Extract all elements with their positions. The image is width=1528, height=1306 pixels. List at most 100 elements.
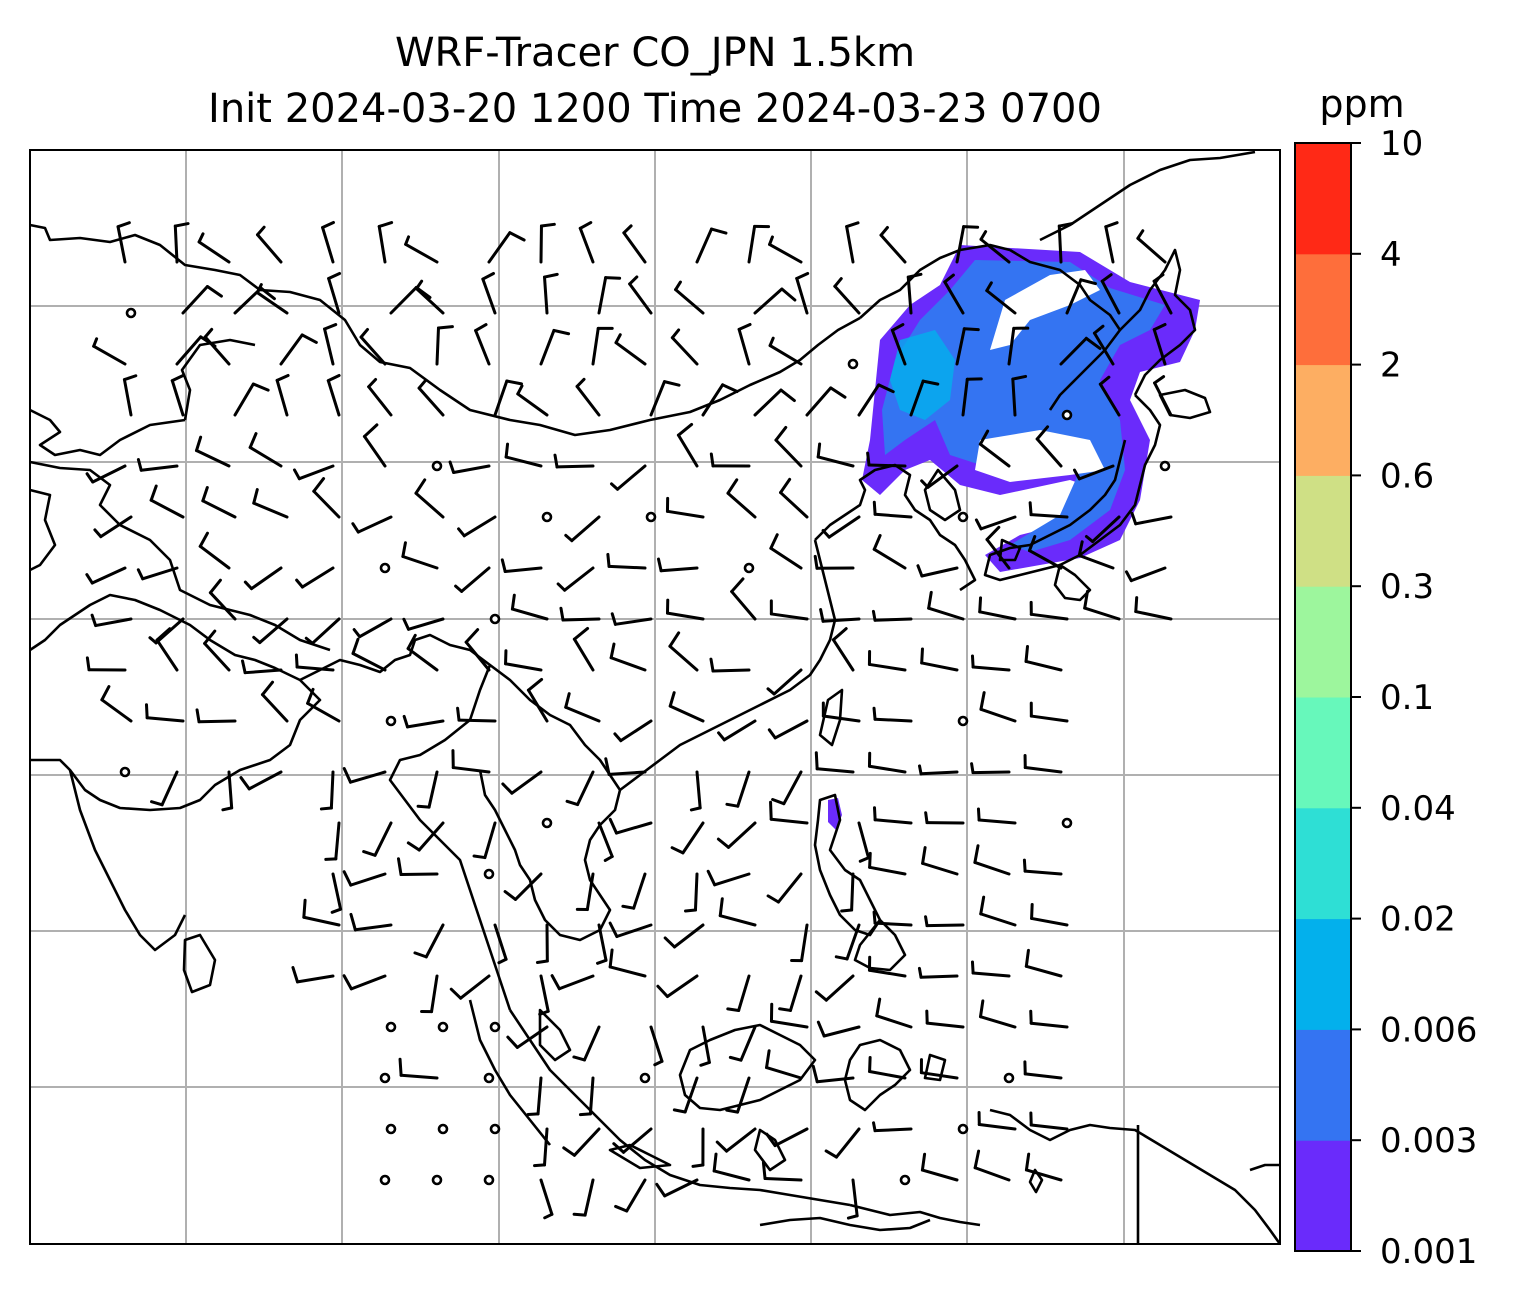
wind-barb (92, 337, 127, 366)
wind-barb (608, 817, 653, 835)
colorbar-swatch (1295, 918, 1351, 1030)
wind-barb (979, 691, 1017, 723)
wind-barb (1024, 948, 1063, 978)
wind-barb (779, 477, 809, 519)
wind-barb (90, 613, 133, 628)
calm-wind-circle (489, 1021, 501, 1033)
wind-barb (970, 654, 1011, 672)
wind-barb (728, 1025, 757, 1062)
map-gridlines (30, 150, 1280, 1244)
wind-barb (401, 541, 439, 570)
wind-barb (406, 633, 439, 672)
wind-barb (790, 923, 809, 963)
wind-barb (377, 221, 394, 264)
wind-barb (302, 898, 341, 927)
wind-barb (668, 691, 705, 723)
wind-barb (559, 606, 601, 622)
calm-wind-circle (379, 1174, 391, 1186)
wind-barb (1035, 425, 1063, 468)
wind-barb (359, 327, 387, 366)
wind-barb (816, 1020, 861, 1038)
wind-barb (203, 327, 231, 366)
colorbar-swatch (1295, 1029, 1351, 1141)
wind-barb (319, 770, 335, 811)
wind-barb (970, 960, 1011, 978)
wind-barb (985, 281, 1017, 315)
wind-barb (194, 435, 231, 468)
wind-barb (665, 496, 705, 519)
wind-barb (665, 598, 705, 621)
wind-barb (924, 811, 965, 825)
wind-barb (875, 997, 913, 1029)
wind-barb (116, 221, 131, 264)
calm-wind-circle (437, 1123, 449, 1135)
calm-wind-circle (437, 1021, 449, 1033)
wind-barb (943, 273, 965, 315)
wind-barb (821, 701, 861, 723)
wind-barb (868, 1056, 907, 1080)
wind-barb (1059, 336, 1102, 366)
wind-barb (890, 323, 907, 366)
colorbar-tick-label: 4 (1380, 235, 1402, 275)
calm-wind-circle (431, 460, 443, 472)
wind-barb (737, 322, 752, 366)
wind-barb (622, 224, 647, 264)
wind-barb (252, 488, 289, 519)
colorbar-swatch (1295, 1140, 1351, 1252)
wind-barb (668, 631, 699, 672)
wind-barb (93, 515, 133, 539)
wind-barb (578, 1076, 595, 1117)
colorbar-swatch (1295, 807, 1351, 920)
wind-barb (323, 323, 338, 366)
wind-barb (136, 458, 179, 472)
wind-barb (833, 277, 861, 315)
wind-barb (955, 225, 980, 264)
wind-barb (342, 767, 387, 784)
calm-wind-circle (483, 1174, 495, 1186)
wind-barb (506, 1025, 549, 1049)
wind-barb (918, 764, 959, 776)
colorbar-label: ppm (1319, 82, 1404, 126)
wind-barb (181, 285, 223, 315)
wind-barb (977, 1111, 1017, 1131)
wind-barb (85, 464, 127, 484)
wind-barb (451, 749, 491, 774)
wind-barb (612, 1127, 653, 1154)
calm-wind-circle (541, 511, 553, 523)
wind-barb (1023, 754, 1063, 774)
wind-barb (753, 287, 797, 315)
wind-barb (917, 966, 959, 979)
map-panel (29, 149, 1282, 1245)
wind-barb (533, 1127, 549, 1168)
wind-barb (921, 846, 959, 876)
wind-barb (819, 608, 861, 623)
wind-barb (726, 478, 757, 519)
wind-barb (449, 974, 491, 1000)
wind-barb (564, 515, 601, 543)
calm-wind-circle (1003, 1072, 1015, 1084)
wind-barb (608, 948, 647, 978)
wind-barb (867, 955, 907, 978)
colorbar-tick-label: 0.6 (1380, 456, 1434, 496)
wind-barb (868, 851, 907, 876)
colorbar-swatch (1295, 364, 1351, 476)
calm-wind-circle (645, 511, 657, 523)
calm-wind-circle (899, 1174, 911, 1186)
wind-barb (767, 719, 809, 740)
wind-barb (464, 628, 491, 672)
wind-barb (726, 974, 751, 1012)
wind-barb (279, 333, 318, 366)
wind-barb (562, 1127, 601, 1157)
wind-barb (765, 1127, 809, 1148)
wind-barb (649, 380, 681, 417)
wind-barb (1134, 596, 1173, 621)
wind-barb (481, 271, 497, 315)
wind-barb (684, 872, 699, 913)
wind-barb (195, 708, 237, 724)
wind-barb (919, 1058, 959, 1080)
wind-barb (709, 657, 751, 673)
wind-barb (970, 762, 1011, 775)
wind-barb (526, 1076, 543, 1116)
wind-barb (539, 222, 556, 264)
wind-barb (550, 974, 595, 991)
